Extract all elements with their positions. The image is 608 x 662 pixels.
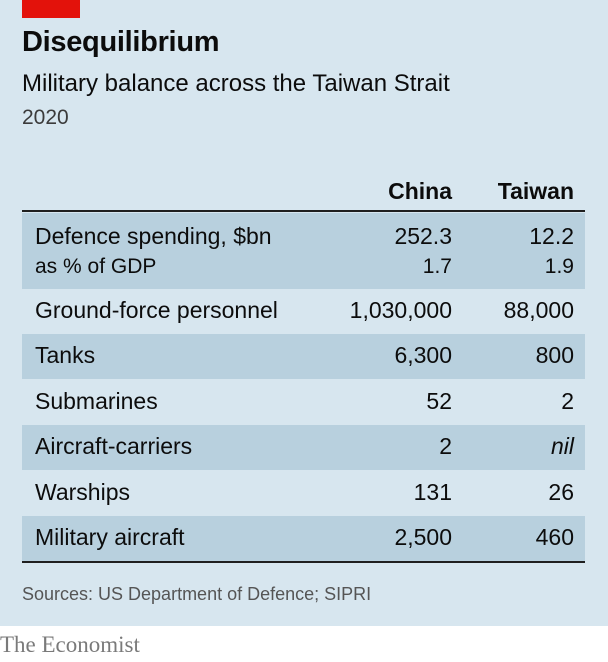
table-top-rule — [22, 210, 585, 212]
cell-china: 131 — [413, 479, 452, 505]
row-label: Ground-force personnel — [35, 297, 278, 323]
cell-china: 252.3 — [394, 223, 452, 249]
cell-china-sub: 1.7 — [422, 255, 452, 278]
table-bottom-rule — [22, 561, 585, 563]
chart-subtitle: Military balance across the Taiwan Strai… — [22, 70, 450, 97]
cell-taiwan: 26 — [548, 479, 574, 505]
row-label: Warships — [35, 479, 130, 505]
chart-year: 2020 — [22, 106, 69, 129]
cell-china: 2,500 — [394, 524, 452, 550]
column-header-china: China — [388, 178, 452, 204]
table-row-ground-force: Ground-force personnel 1,030,000 88,000 — [22, 289, 585, 334]
table-row-submarines: Submarines 52 2 — [22, 379, 585, 425]
table-row-tanks: Tanks 6,300 800 — [22, 334, 585, 379]
cell-taiwan: nil — [550, 433, 574, 459]
chart-title: Disequilibrium — [22, 26, 220, 58]
table-row-defence-spending: Defence spending, $bn 252.3 12.2 as % of… — [22, 213, 585, 289]
brand-red-tag — [22, 0, 80, 18]
row-label: Submarines — [35, 388, 158, 414]
table-row-military-aircraft: Military aircraft 2,500 460 — [22, 516, 585, 561]
cell-china: 6,300 — [394, 342, 452, 368]
table-row-aircraft-carriers: Aircraft-carriers 2 nil — [22, 425, 585, 470]
brand-wordmark: The Economist — [0, 632, 140, 657]
cell-china: 1,030,000 — [349, 297, 452, 323]
cell-taiwan: 460 — [535, 524, 574, 550]
source-note: Sources: US Department of Defence; SIPRI — [22, 584, 372, 604]
cell-taiwan: 2 — [561, 388, 574, 414]
cell-taiwan: 800 — [535, 342, 574, 368]
cell-china: 2 — [439, 433, 452, 459]
row-sublabel: as % of GDP — [35, 255, 157, 278]
row-label: Aircraft-carriers — [35, 433, 193, 459]
table-row-warships: Warships 131 26 — [22, 470, 585, 516]
column-header-taiwan: Taiwan — [497, 178, 574, 204]
row-label: Military aircraft — [35, 524, 185, 550]
cell-china: 52 — [426, 388, 452, 414]
row-label: Tanks — [35, 342, 96, 368]
cell-taiwan-sub: 1.9 — [544, 255, 574, 278]
row-label: Defence spending, $bn — [35, 223, 272, 249]
cell-taiwan: 12.2 — [529, 223, 574, 249]
cell-taiwan: 88,000 — [503, 297, 574, 323]
